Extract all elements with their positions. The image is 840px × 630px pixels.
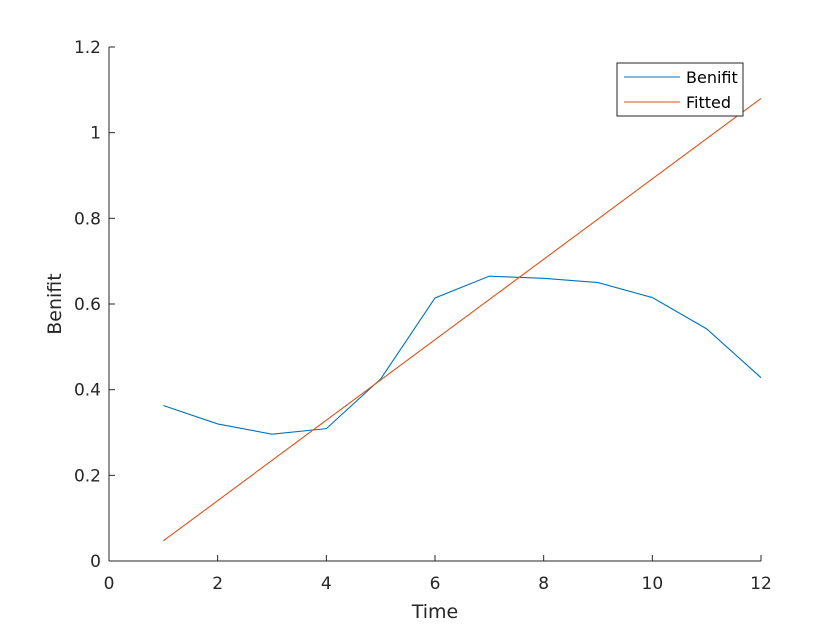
y-tick-label: 0.4 xyxy=(74,381,101,401)
y-tick-label: 0 xyxy=(90,552,101,572)
x-ticks: 0 2 4 6 8 10 12 xyxy=(104,555,772,594)
legend-label: Benifit xyxy=(686,68,738,87)
y-axis-label: Benifit xyxy=(44,273,66,334)
x-tick-label: 0 xyxy=(104,574,115,594)
y-tick-label: 1 xyxy=(90,124,101,144)
series-line-fitted xyxy=(163,97,762,542)
axes: 0 2 4 6 8 10 12 0 0.2 0.4 0.6 0.8 1 1.2 xyxy=(74,38,772,594)
x-tick-label: 4 xyxy=(321,574,332,594)
y-tick-label: 0.8 xyxy=(74,209,101,229)
series-line-benifit xyxy=(163,275,762,435)
x-tick-label: 12 xyxy=(750,574,772,594)
x-tick-label: 8 xyxy=(538,574,549,594)
x-tick-label: 6 xyxy=(430,574,441,594)
y-tick-label: 1.2 xyxy=(74,38,101,58)
x-axis-label: Time xyxy=(411,601,459,623)
y-ticks: 0 0.2 0.4 0.6 0.8 1 1.2 xyxy=(74,38,115,572)
legend-label: Fitted xyxy=(686,93,731,112)
legend-entries: Benifit Fitted xyxy=(624,68,738,112)
y-tick-label: 0.2 xyxy=(74,466,101,486)
x-tick-label: 2 xyxy=(212,574,223,594)
x-tick-label: 10 xyxy=(642,574,664,594)
legend: Benifit Fitted xyxy=(616,62,744,117)
y-tick-label: 0.6 xyxy=(74,295,101,315)
series-layer xyxy=(163,97,762,542)
legend-box xyxy=(616,62,744,117)
